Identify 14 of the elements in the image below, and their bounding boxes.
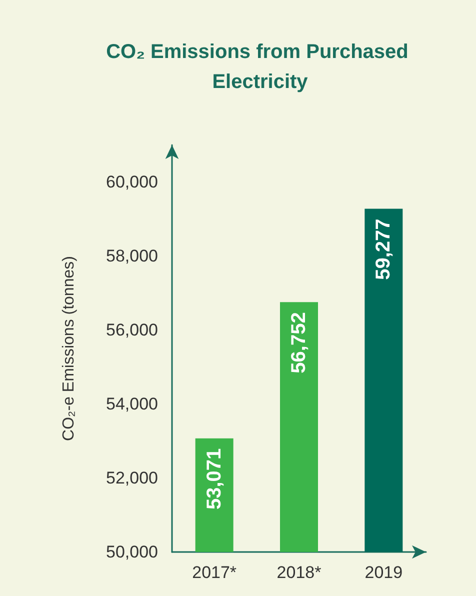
y-axis-title: CO₂-e Emissions (tonnes): [60, 256, 78, 441]
y-tick-label: 56,000: [106, 320, 158, 340]
y-tick-label: 50,000: [106, 542, 158, 562]
chart-title: CO₂ Emissions from Purchased Electricity: [106, 41, 414, 93]
y-tick-label: 58,000: [106, 246, 158, 266]
x-tick-label: 2017*: [192, 563, 237, 582]
data-label: 59,277: [372, 218, 395, 280]
y-tick-label: 54,000: [106, 394, 158, 414]
y-tick-label: 52,000: [106, 468, 158, 488]
x-tick-label: 2019: [364, 563, 403, 582]
data-label: 53,071: [203, 448, 226, 510]
y-tick-label: 60,000: [106, 172, 158, 192]
x-tick-label: 2018*: [276, 563, 322, 582]
data-label: 56,752: [288, 312, 310, 374]
